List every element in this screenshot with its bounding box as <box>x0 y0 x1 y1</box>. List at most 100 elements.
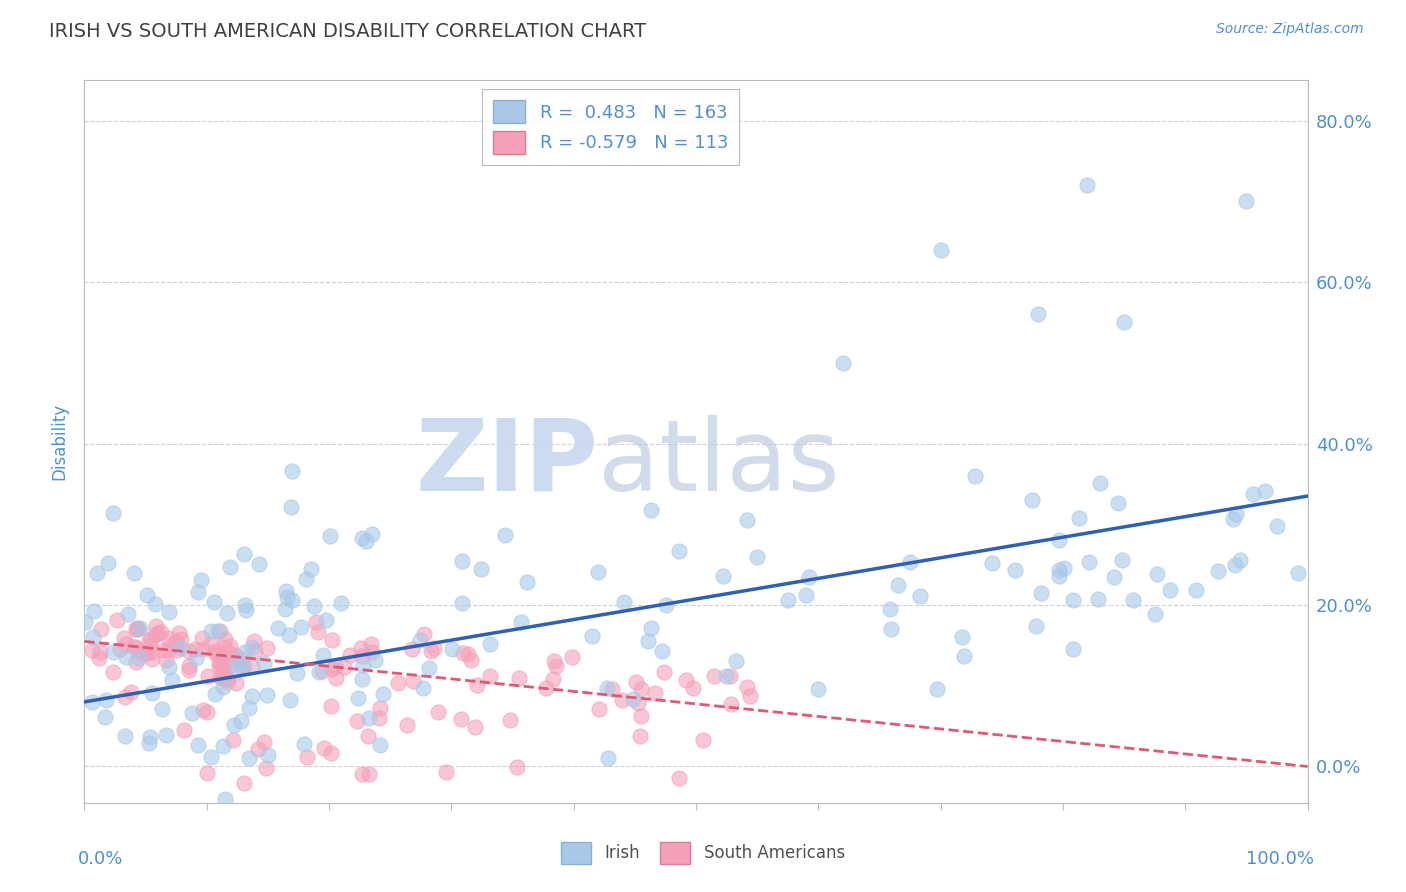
Point <box>451 596 474 610</box>
Point <box>465 678 488 692</box>
Point <box>718 668 741 682</box>
Point <box>82 630 104 644</box>
Point <box>311 664 333 678</box>
Point <box>534 681 557 696</box>
Point <box>170 632 193 646</box>
Point <box>588 701 610 715</box>
Point <box>183 642 205 657</box>
Point <box>350 641 373 656</box>
Point <box>640 503 662 517</box>
Point <box>1225 507 1247 521</box>
Point <box>150 702 173 716</box>
Point <box>451 553 474 567</box>
Point <box>1107 496 1129 510</box>
Point <box>233 598 256 612</box>
Point <box>314 741 336 756</box>
Point <box>86 566 108 581</box>
Point <box>1236 194 1258 209</box>
Point <box>238 701 260 715</box>
Point <box>197 668 219 682</box>
Point <box>675 673 697 687</box>
Point <box>1254 484 1277 499</box>
Point <box>215 675 238 690</box>
Point <box>278 692 301 706</box>
Point <box>561 649 583 664</box>
Point <box>626 675 648 690</box>
Point <box>122 566 145 581</box>
Point <box>357 729 380 743</box>
Point <box>105 614 128 628</box>
Point <box>1062 593 1084 607</box>
Point <box>626 696 648 710</box>
Point <box>257 748 280 763</box>
Point <box>350 767 373 781</box>
Point <box>97 557 120 571</box>
Point <box>1067 511 1090 525</box>
Point <box>219 657 242 672</box>
Point <box>711 569 734 583</box>
Point <box>233 645 256 659</box>
Point <box>204 687 226 701</box>
Point <box>226 654 249 668</box>
Point <box>122 640 145 654</box>
Point <box>138 736 160 750</box>
Point <box>1047 569 1070 583</box>
Point <box>1111 552 1133 566</box>
Point <box>418 661 440 675</box>
Point <box>101 506 124 520</box>
Point <box>191 641 214 656</box>
Point <box>127 623 149 637</box>
Point <box>1090 475 1112 490</box>
Point <box>1241 487 1264 501</box>
Point <box>219 560 242 574</box>
Point <box>128 645 150 659</box>
Point <box>630 682 652 697</box>
Point <box>333 660 356 674</box>
Point <box>145 628 167 642</box>
Point <box>360 645 382 659</box>
Point <box>1206 564 1229 578</box>
Text: 100.0%: 100.0% <box>1246 850 1313 868</box>
Point <box>359 711 381 725</box>
Point <box>87 651 110 665</box>
Point <box>138 730 160 744</box>
Point <box>73 615 96 630</box>
Point <box>929 243 952 257</box>
Point <box>831 356 853 370</box>
Point <box>134 646 156 660</box>
Point <box>339 648 361 663</box>
Point <box>354 534 377 549</box>
Point <box>128 651 150 665</box>
Point <box>139 632 162 646</box>
Point <box>254 761 277 775</box>
Point <box>1288 566 1310 580</box>
Point <box>208 648 231 662</box>
Point <box>745 549 768 564</box>
Point <box>214 791 236 805</box>
Point <box>128 621 150 635</box>
Point <box>1159 583 1181 598</box>
Point <box>187 739 209 753</box>
Point <box>898 556 921 570</box>
Point <box>211 680 233 694</box>
Point <box>588 565 610 579</box>
Point <box>108 641 131 656</box>
Point <box>200 750 222 764</box>
Point <box>735 513 758 527</box>
Point <box>516 575 538 590</box>
Point <box>1062 642 1084 657</box>
Point <box>887 578 910 592</box>
Point <box>1077 555 1099 569</box>
Point <box>218 646 240 660</box>
Point <box>243 644 266 658</box>
Point <box>361 526 384 541</box>
Point <box>436 765 458 780</box>
Point <box>980 557 1002 571</box>
Point <box>640 621 662 635</box>
Point <box>396 718 419 732</box>
Point <box>1144 607 1167 621</box>
Point <box>470 562 492 576</box>
Point <box>169 640 191 655</box>
Point <box>329 596 352 610</box>
Point <box>668 771 690 785</box>
